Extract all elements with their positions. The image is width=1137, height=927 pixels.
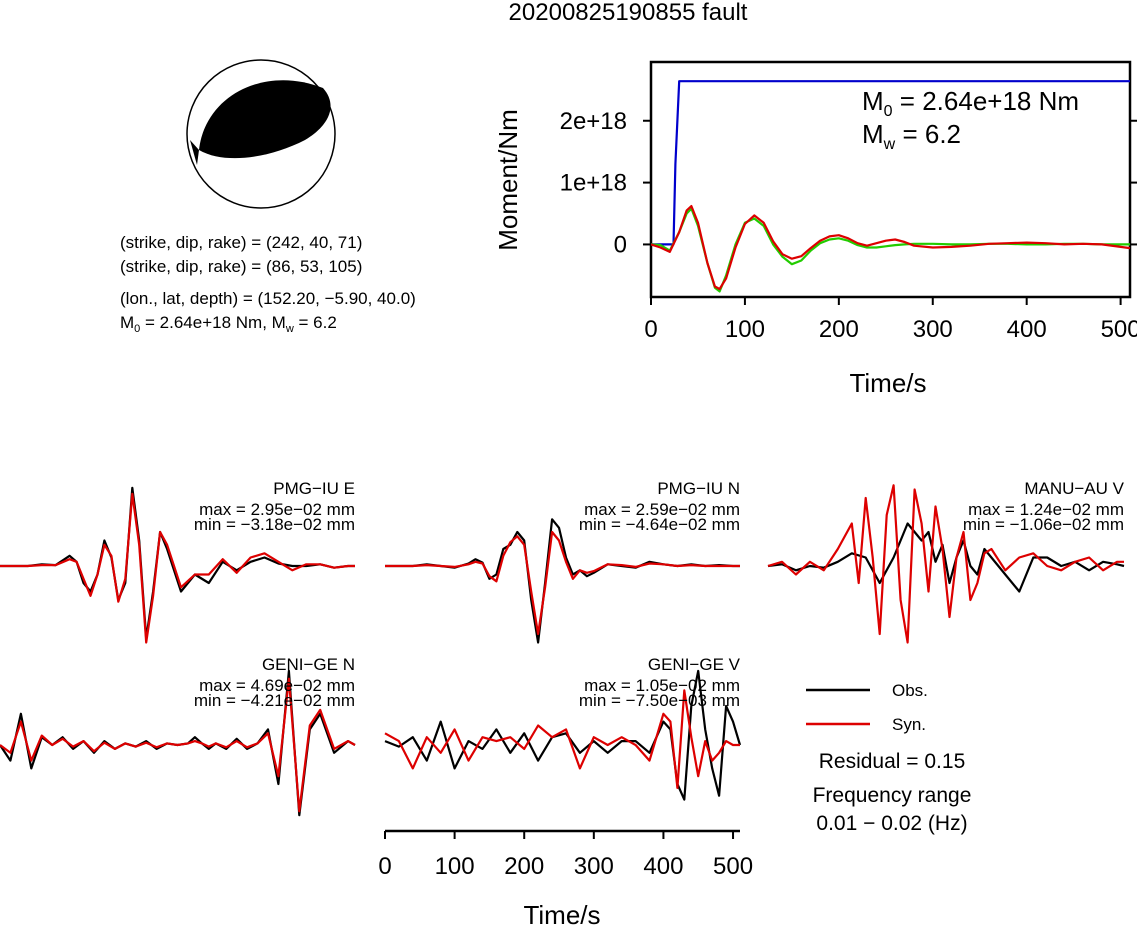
mw-sub: w: [285, 323, 294, 335]
station-min-label: min = −3.18e−02 mm: [194, 515, 355, 534]
moment-series-2: [650, 205, 1131, 291]
moment-mw-rest: = 6.2: [895, 119, 961, 149]
residual-label: Residual = 0.15: [819, 750, 966, 773]
compression-quadrant: [199, 80, 331, 159]
waveform-x-tick-label: 500: [713, 853, 753, 880]
moment-summary: M0 = 2.64e+18 Nm, Mw = 6.2: [120, 313, 337, 335]
moment-x-tick-label: 400: [1007, 316, 1047, 343]
waveform-x-tick-label: 100: [435, 853, 475, 880]
waveform-x-tick-label: 300: [574, 853, 614, 880]
compression-sliver: [190, 140, 199, 165]
synthetic-trace: [0, 492, 355, 644]
synthetic-trace: [0, 677, 356, 813]
frequency-range-value: 0.01 − 0.02 (Hz): [816, 812, 967, 835]
waveform-x-tick-label: 200: [504, 853, 544, 880]
synthetic-trace: [767, 484, 1124, 644]
station-min-label: min = −4.21e−02 mm: [194, 691, 355, 710]
moment-series-0: [651, 80, 1130, 246]
moment-x-tick-label: 100: [725, 316, 765, 343]
m0-rest: = 2.64e+18 Nm, M: [140, 313, 286, 332]
m0-sub: 0: [134, 323, 140, 335]
mw-rest: = 6.2: [294, 313, 337, 332]
plane-1-label: (strike, dip, rake) = (242, 40, 71): [120, 233, 362, 252]
station-max-label: max = 2.95e−02 mm: [199, 500, 355, 519]
station-max-label: max = 1.05e−02 mm: [584, 676, 740, 695]
moment-y-label: Moment/Nm: [493, 109, 523, 251]
moment-y-tick-label: 1e+18: [560, 170, 627, 197]
moment-m0-base: M: [862, 86, 884, 116]
waveform-x-tick-label: 400: [643, 853, 683, 880]
synthetic-trace: [385, 530, 740, 636]
waveform-x-tick-label: 0: [378, 853, 391, 880]
moment-y-tick-label: 2e+18: [560, 108, 627, 135]
legend: Obs. Syn.: [806, 681, 928, 734]
observed-trace: [384, 669, 742, 801]
moment-m0-sub: 0: [884, 103, 893, 120]
moment-x-label: Time/s: [849, 368, 926, 398]
moment-m0-annotation: M0 = 2.64e+18 Nm: [862, 86, 1079, 120]
moment-mw-annotation: Mw = 6.2: [862, 119, 961, 153]
station-label: GENI−GE V: [648, 655, 741, 674]
moment-x-tick-label: 200: [819, 316, 859, 343]
station-label: GENI−GE N: [262, 655, 355, 674]
moment-panel: 0 100 200 300 400 500 0 1e+18 2e+18 Moment/Nm Ti…: [493, 60, 1137, 398]
station-min-label: min = −7.50e−03 mm: [579, 691, 740, 710]
moment-mw-base: M: [862, 119, 884, 149]
waveform-x-label: Time/s: [523, 900, 600, 927]
waveform-time-axis: 0 100 200 300 400 500 Time/s: [378, 829, 753, 927]
station-max-label: max = 4.69e−02 mm: [199, 676, 355, 695]
moment-mw-sub: w: [883, 136, 896, 153]
synthetic-trace: [384, 689, 740, 790]
observed-trace: [767, 522, 1125, 593]
station-min-label: min = −1.06e−02 mm: [963, 515, 1124, 534]
moment-series-group: [650, 80, 1131, 293]
moment-x-tick-label: 300: [913, 316, 953, 343]
station-max-label: max = 2.59e−02 mm: [584, 500, 740, 519]
moment-m0-rest: = 2.64e+18 Nm: [893, 86, 1079, 116]
moment-x-tick-label: 500: [1101, 316, 1137, 343]
station-label: MANU−AU V: [1024, 479, 1124, 498]
moment-series-1: [650, 207, 1130, 293]
moment-y-tick-label: 0: [614, 231, 627, 258]
frequency-range-title: Frequency range: [813, 784, 972, 807]
plane-2-label: (strike, dip, rake) = (86, 53, 105): [120, 257, 362, 276]
station-min-label: min = −4.64e−02 mm: [579, 515, 740, 534]
waveform-axis-ticks: 0 100 200 300 400 500: [378, 831, 753, 880]
beachball: [186, 59, 336, 209]
moment-x-tick-label: 0: [644, 316, 657, 343]
station-max-label: max = 1.24e−02 mm: [968, 500, 1124, 519]
observed-trace: [385, 518, 740, 644]
page-title: 20200825190855 fault: [509, 0, 748, 26]
location-label: (lon., lat, depth) = (152.20, −5.90, 40.…: [120, 289, 416, 308]
legend-syn-label: Syn.: [892, 715, 926, 734]
m0-base: M: [120, 313, 134, 332]
moment-axes: 0 100 200 300 400 500 0 1e+18 2e+18: [560, 108, 1137, 343]
legend-obs-label: Obs.: [892, 681, 928, 700]
station-label: PMG−IU N: [657, 479, 740, 498]
moment-plot-frame: [649, 60, 1132, 299]
station-label: PMG−IU E: [273, 479, 355, 498]
